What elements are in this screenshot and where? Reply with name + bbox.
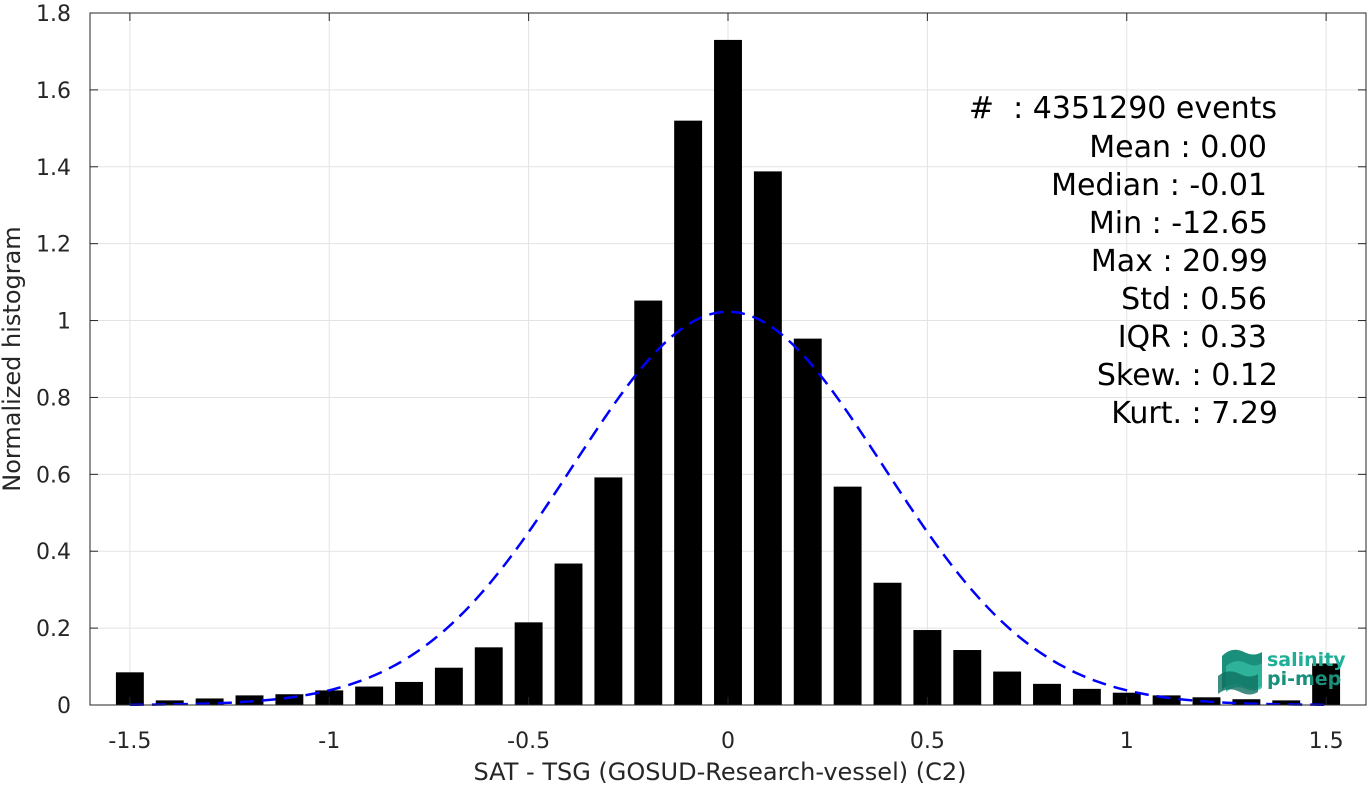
histogram-bar	[395, 681, 423, 705]
stat-events: # : 4351290 events	[969, 91, 1277, 126]
histogram-bar	[514, 622, 543, 705]
histogram-bar	[953, 650, 982, 705]
y-axis-label: Normalized histogram	[0, 226, 26, 491]
y-tick-label: 1.6	[36, 79, 71, 104]
histogram-bar	[155, 700, 184, 705]
y-tick-label: 0.2	[36, 617, 71, 642]
x-tick-label: 1	[1120, 729, 1134, 754]
histogram-bars	[115, 39, 1341, 705]
y-tick-label: 0.4	[36, 540, 71, 565]
histogram-bar	[1152, 695, 1181, 705]
stat-max: Max : 20.99	[1091, 244, 1268, 279]
y-tick-label: 1	[57, 310, 71, 335]
x-tick-label: -1.5	[108, 729, 151, 754]
x-tick-label: 1.5	[1309, 729, 1344, 754]
histogram-bar	[714, 39, 742, 705]
y-axis-ticks: 0 0.2 0.4 0.6 0.8 1 1.2 1.4 1.6 1.8	[36, 2, 1366, 719]
histogram-bar	[793, 338, 822, 705]
y-tick-label: 0.8	[36, 386, 71, 411]
x-tick-label: 0	[721, 729, 735, 754]
histogram-bar	[594, 477, 623, 705]
histogram-bar	[434, 667, 463, 705]
y-tick-label: 1.2	[36, 233, 71, 258]
y-tick-label: 1.8	[36, 2, 71, 27]
histogram-bar	[474, 647, 503, 705]
histogram-bar	[753, 171, 782, 705]
logo-line1: salinity	[1267, 649, 1346, 671]
x-tick-label: 0.5	[910, 729, 945, 754]
histogram-bar	[913, 630, 942, 705]
stat-iqr: IQR : 0.33	[1118, 320, 1267, 355]
stat-kurt: Kurt. : 7.29	[1111, 396, 1278, 431]
x-tick-label: -1	[318, 729, 340, 754]
histogram-bar	[873, 582, 902, 705]
x-tick-label: -0.5	[507, 729, 550, 754]
stat-min: Min : -12.65	[1089, 206, 1268, 241]
y-tick-label: 1.4	[36, 156, 71, 181]
x-axis-ticks: -1.5 -1 -0.5 0 0.5 1 1.5	[108, 13, 1344, 754]
wave-logo-icon	[1218, 649, 1262, 695]
histogram-bar	[674, 120, 703, 705]
y-tick-label: 0	[57, 694, 71, 719]
histogram-bar	[1072, 688, 1101, 705]
histogram-bar	[1232, 699, 1261, 705]
stat-std: Std : 0.56	[1121, 282, 1267, 317]
histogram-bar	[195, 698, 224, 705]
histogram-bar	[235, 695, 264, 705]
histogram-bar	[634, 300, 663, 705]
stat-mean: Mean : 0.00	[1089, 130, 1267, 165]
histogram-bar	[554, 563, 583, 705]
stats-box: # : 4351290 events Mean : 0.00 Median : …	[969, 91, 1278, 431]
histogram-bar	[275, 694, 304, 705]
logo-line2: pi-mep	[1267, 668, 1341, 690]
salinity-pi-mep-logo: salinity pi-mep	[1218, 649, 1346, 695]
stat-skew: Skew. : 0.12	[1097, 358, 1278, 393]
y-tick-label: 0.6	[36, 463, 71, 488]
stat-median: Median : -0.01	[1051, 168, 1267, 203]
gaussian-fit-curve	[129, 310, 1327, 707]
histogram-bar	[355, 686, 384, 705]
x-axis-label: SAT - TSG (GOSUD-Research-vessel) (C2)	[474, 758, 967, 785]
histogram-bar	[1272, 700, 1301, 705]
histogram-bar	[833, 486, 862, 705]
histogram-bar	[993, 671, 1022, 705]
histogram-bar	[1033, 683, 1061, 705]
